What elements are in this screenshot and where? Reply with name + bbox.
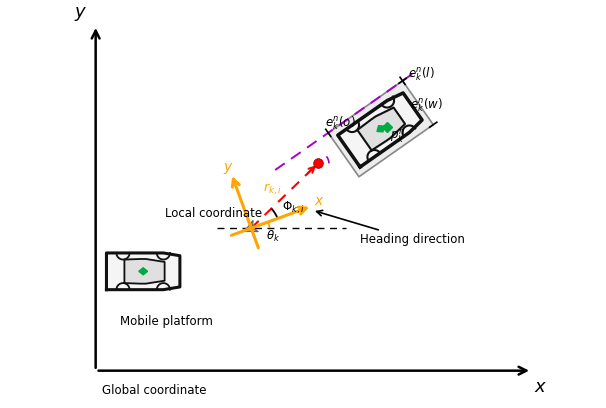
Text: $\Phi_{k,i}$: $\Phi_{k,i}$ bbox=[282, 199, 304, 215]
Text: Global coordinate: Global coordinate bbox=[102, 384, 207, 397]
Polygon shape bbox=[328, 81, 433, 177]
Text: Heading direction: Heading direction bbox=[316, 211, 465, 246]
Text: $e_k^n(l)$: $e_k^n(l)$ bbox=[408, 65, 435, 83]
Text: $p_k^n$: $p_k^n$ bbox=[390, 127, 405, 145]
Polygon shape bbox=[245, 221, 258, 232]
Text: $r_{k,i}$: $r_{k,i}$ bbox=[263, 181, 282, 197]
Polygon shape bbox=[358, 108, 405, 151]
Text: $x$: $x$ bbox=[534, 379, 547, 397]
Text: $e_k^n(w)$: $e_k^n(w)$ bbox=[410, 97, 444, 114]
Polygon shape bbox=[107, 253, 180, 290]
Text: $e_k^n(o)$: $e_k^n(o)$ bbox=[325, 115, 355, 132]
Text: $x$: $x$ bbox=[314, 194, 325, 208]
Text: Local coordinate: Local coordinate bbox=[165, 206, 262, 220]
Polygon shape bbox=[338, 93, 422, 167]
Text: $\theta_k$: $\theta_k$ bbox=[266, 229, 281, 244]
Polygon shape bbox=[377, 126, 385, 132]
Text: $y$: $y$ bbox=[74, 5, 87, 23]
Text: $y$: $y$ bbox=[222, 161, 233, 176]
Polygon shape bbox=[124, 259, 165, 284]
Text: Mobile platform: Mobile platform bbox=[121, 315, 213, 328]
Polygon shape bbox=[139, 268, 148, 275]
